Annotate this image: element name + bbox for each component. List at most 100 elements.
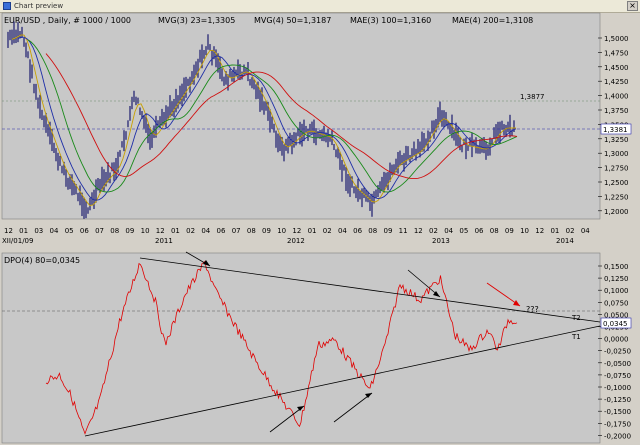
price-x-tick-label: 08 [368, 227, 377, 235]
dpo-line [45, 260, 518, 435]
price-x-tick-label: 01 [308, 227, 317, 235]
dpo-series [45, 260, 518, 435]
price-x-tick-label: 06 [217, 227, 226, 235]
current-price-box [600, 123, 632, 135]
arrowhead-top-2 [433, 291, 440, 297]
indicator-mvg3: MVG(3) 23=1,3305 [158, 16, 235, 25]
dpo-y-tick-label: 0,0000 [604, 336, 629, 344]
price-x-tick-label: 05 [65, 227, 74, 235]
dpo-y-tick-label: -0,1750 [604, 420, 631, 428]
year-label: 2012 [287, 237, 305, 245]
arrow-red [486, 282, 521, 307]
price-header-symbol: EUR/USD , Daily, # 1000 / 1000 [4, 16, 131, 25]
price-x-tick-label: 02 [429, 227, 438, 235]
price-x-tick-label: 08 [490, 227, 499, 235]
price-x-tick-label: 02 [566, 227, 575, 235]
moving-average-line [17, 36, 517, 201]
arrowhead-bottom-2 [365, 393, 372, 398]
dpo-panel [1, 252, 601, 444]
price-y-tick-label: 1,4250 [604, 78, 629, 86]
year-label: XII/01/09 [2, 237, 33, 245]
trend-line-t1 [84, 325, 601, 437]
trend-line-t2 [139, 257, 601, 323]
price-y-tick-label: 1,2500 [604, 179, 629, 187]
price-x-tick-label: 01 [550, 227, 559, 235]
indicator-mae4: MAE(4) 200=1,3108 [452, 16, 533, 25]
price-x-tick-label: 06 [475, 227, 484, 235]
price-x-tick-label: 07 [95, 227, 104, 235]
price-x-tick-label: 08 [247, 227, 256, 235]
price-x-tick-label: 01 [171, 227, 180, 235]
trend-label-t1: T1 [571, 333, 581, 341]
price-y-tick-label: 1,2750 [604, 165, 629, 173]
price-x-tick-label: 10 [520, 227, 529, 235]
year-label: 2013 [432, 237, 450, 245]
price-x-tick-label: 09 [262, 227, 271, 235]
question-annotation: ??? [526, 305, 539, 314]
dpo-y-tick-label: 0,1000 [604, 287, 629, 295]
price-x-tick-label: 04 [201, 227, 210, 235]
price-y-tick-label: 1,3250 [604, 136, 629, 144]
app-icon [3, 2, 11, 10]
price-y-tick-label: 1,3000 [604, 150, 629, 158]
price-x-tick-label: 04 [338, 227, 347, 235]
dpo-y-tick-label: -0,1500 [604, 408, 631, 416]
arrow-top-2 [407, 269, 441, 298]
dpo-y-tick-label: -0,2000 [604, 432, 631, 440]
dpo-y-tick-label: 0,0750 [604, 299, 629, 307]
dpo-y-tick-label: 0,1250 [604, 275, 629, 283]
trend-label-t2: T2 [571, 314, 581, 322]
price-y-tick-label: 1,4500 [604, 64, 629, 72]
arrow-bottom-2 [333, 392, 373, 423]
price-x-tick-label: 12 [4, 227, 13, 235]
price-x-tick-label: 03 [34, 227, 43, 235]
current-price-label: 1,3381 [603, 126, 628, 134]
dpo-y-tick-label: 0,1500 [604, 263, 629, 271]
price-y-tick-label: 1,2250 [604, 193, 629, 201]
indicator-mvg4: MVG(4) 50=1,3187 [254, 16, 331, 25]
dpo-y-tick-label: -0,1000 [604, 384, 631, 392]
annotation-arrows [185, 251, 521, 433]
year-label: 2011 [155, 237, 173, 245]
price-x-tick-label: 04 [581, 227, 590, 235]
arrow-bottom-1 [269, 405, 305, 433]
close-button[interactable]: × [627, 1, 638, 11]
price-x-tick-label: 10 [277, 227, 286, 235]
dpo-title: DPO(4) 80=0,0345 [4, 256, 80, 265]
title-bar: Chart preview × [0, 0, 640, 13]
year-label: 2014 [556, 237, 574, 245]
price-x-tick-label: 09 [505, 227, 514, 235]
dpo-y-tick-label: -0,0500 [604, 360, 631, 368]
price-x-tick-label: 04 [444, 227, 453, 235]
price-x-tick-label: 06 [353, 227, 362, 235]
price-x-axis: 12 01 03 04 05 06 07 08 09 10 12 01 02 04 06 07 08 09 10 12… [2, 227, 590, 245]
dpo-y-tick-label: -0,0250 [604, 348, 631, 356]
price-x-tick-label: 02 [323, 227, 332, 235]
price-x-tick-label: 12 [292, 227, 301, 235]
price-x-tick-label: 12 [414, 227, 423, 235]
price-x-tick-label: 06 [80, 227, 89, 235]
price-y-tick-label: 1,4750 [604, 49, 629, 57]
window-title: Chart preview [14, 2, 64, 10]
price-x-tick-label: 05 [459, 227, 468, 235]
dpo-y-tick-label: 0,0500 [604, 311, 629, 319]
moving-average-line [45, 53, 518, 180]
price-x-tick-label: 02 [186, 227, 195, 235]
price-y-tick-label: 1,5000 [604, 35, 629, 43]
dpo-current-label: 0,0345 [603, 320, 628, 328]
price-x-tick-label: 04 [50, 227, 59, 235]
price-x-tick-label: 09 [125, 227, 134, 235]
dpo-y-tick-label: -0,1250 [604, 396, 631, 404]
price-x-tick-label: 01 [19, 227, 28, 235]
price-y-tick-label: 1,2000 [604, 208, 629, 216]
dpo-current-box [600, 317, 632, 329]
arrowhead-top-1 [203, 260, 210, 266]
moving-average-line [27, 39, 518, 193]
price-y-axis: 1,50001,47501,45001,42501,40001,37501,35… [598, 35, 629, 216]
dpo-y-tick-label: -0,0750 [604, 372, 631, 380]
price-x-tick-label: 08 [110, 227, 119, 235]
arrowhead-bottom-1 [297, 406, 304, 411]
price-x-tick-label: 10 [141, 227, 150, 235]
